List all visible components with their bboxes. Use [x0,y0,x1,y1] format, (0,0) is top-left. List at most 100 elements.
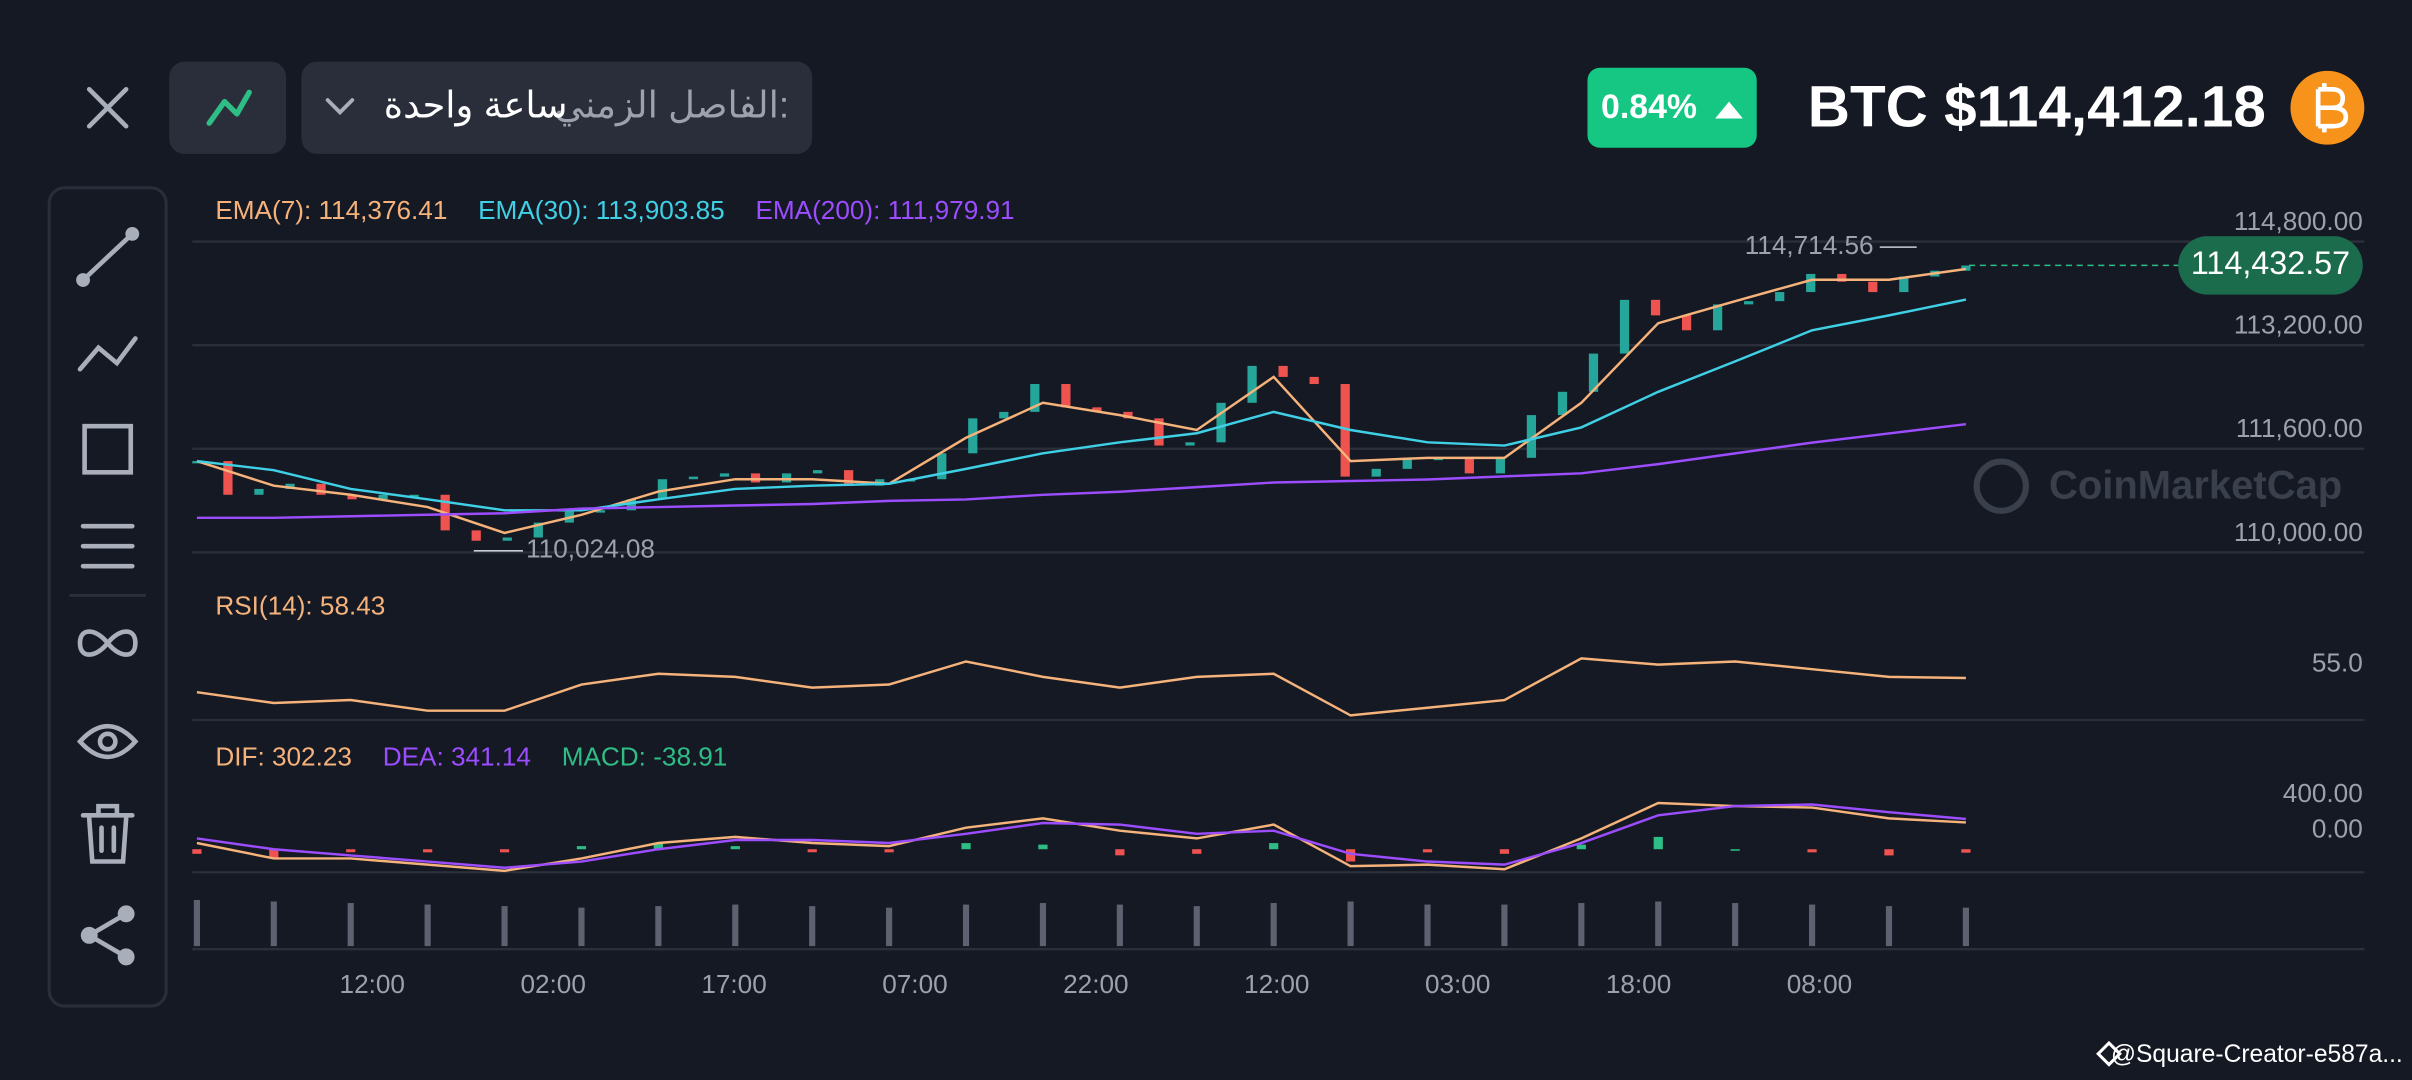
candle [533,522,543,538]
chart-icon [206,89,252,126]
charts: 110,000.00 111,600.00 113,200.00 114,800.00… [192,195,2365,999]
tool-polyline[interactable] [77,336,138,372]
tool-visibility[interactable] [76,724,139,760]
high-label: 114,714.56 [1745,230,1874,260]
candle [688,476,699,480]
candle [1216,402,1226,443]
candle [1588,353,1599,392]
x-tick-label: 08:00 [1787,969,1852,999]
icon-pupil [97,731,118,752]
tool-magnet[interactable] [77,629,138,657]
y-tick-label: 114,800.00 [2234,206,2363,236]
candle [750,473,761,483]
change-badge [1587,67,1757,148]
candle [1278,365,1288,377]
candle [1837,273,1847,282]
volume-bar [1270,903,1277,947]
pair-price: BTC $114,412.18 [1808,74,2266,139]
series-line [196,422,1967,520]
icon [77,336,138,372]
candle [347,494,357,500]
btc-icon [2290,70,2365,145]
candle [1961,265,1971,271]
candle [1185,442,1195,446]
volume-bar [578,907,585,947]
candle [999,411,1009,419]
candle [1154,418,1164,446]
credit-icon [2096,1040,2122,1067]
tool-share[interactable] [80,905,135,966]
x-tick-label: 02:00 [520,969,585,999]
chart-type-button[interactable] [169,61,287,154]
watermark-logo [1973,458,2029,514]
interval-dropdown[interactable]: الفاصل الزمني: ساعة واحدة [301,61,813,154]
candle [1495,457,1505,474]
chevron [325,98,355,116]
macd-bar [884,849,894,853]
candle [1340,384,1350,477]
macd-bar [1730,849,1740,851]
icon-dot [80,926,98,944]
candle [1557,391,1568,416]
series-line [196,298,1967,512]
icon [76,724,139,760]
candle [1464,457,1474,474]
volume-bar [809,906,816,947]
macd-bar [1345,849,1356,862]
macd-bar [269,849,279,859]
macd-bar [1884,849,1894,856]
volume-bar [1962,907,1969,947]
tool-parallel[interactable] [80,523,135,569]
candle [1030,384,1040,412]
candle [781,473,792,483]
volume-bar [193,899,200,947]
series-line [196,267,1967,535]
candle [595,510,605,513]
candle [1713,304,1723,331]
icon [80,803,135,864]
tool-delete[interactable] [80,803,135,864]
macd-bar [1115,849,1125,856]
candle [1247,365,1257,403]
x-tick-label: 12:00 [1244,969,1309,999]
x-tick-label: 17:00 [701,969,766,999]
candle [1402,457,1412,469]
up-arrow [1715,101,1743,119]
candle [937,453,947,480]
macd-bar [1192,849,1202,854]
y-tick-label: 111,600.00 [2236,413,2363,443]
change-percent: 0.84% [1601,88,1697,126]
candle [1775,292,1785,302]
macd-bar [1038,844,1048,850]
tool-rectangle[interactable] [82,423,134,475]
candle [719,473,730,477]
candle [1868,281,1878,293]
volume-bar [424,904,431,947]
low-label: 110,024.08 [526,534,655,564]
volume-bar [347,903,354,947]
volume-bar [655,906,662,947]
dropdown-bg [301,61,813,154]
x-tick-label: 03:00 [1425,969,1490,999]
macd-bar [1422,849,1433,853]
candle [1619,299,1630,354]
volume-bar [1039,903,1047,947]
macd-bar [346,849,356,853]
candle [502,537,512,541]
macd-bar [1653,836,1663,850]
candle [254,488,264,495]
legend-entry: DEA: 341.14 [383,741,531,771]
volume-bar [1116,904,1123,947]
macd-bar [1961,849,1971,853]
x-tick-label: 12:00 [340,969,405,999]
volume-bar [501,906,508,947]
candle [409,494,419,498]
macd-bar [1269,843,1279,850]
candle [657,479,668,500]
macd-bar [576,846,587,850]
tool-line[interactable] [76,226,140,287]
macd-bar [730,846,740,850]
close-button[interactable] [86,86,129,129]
watermark: CoinMarketCap [1973,458,2342,514]
icon-dot [117,948,135,966]
